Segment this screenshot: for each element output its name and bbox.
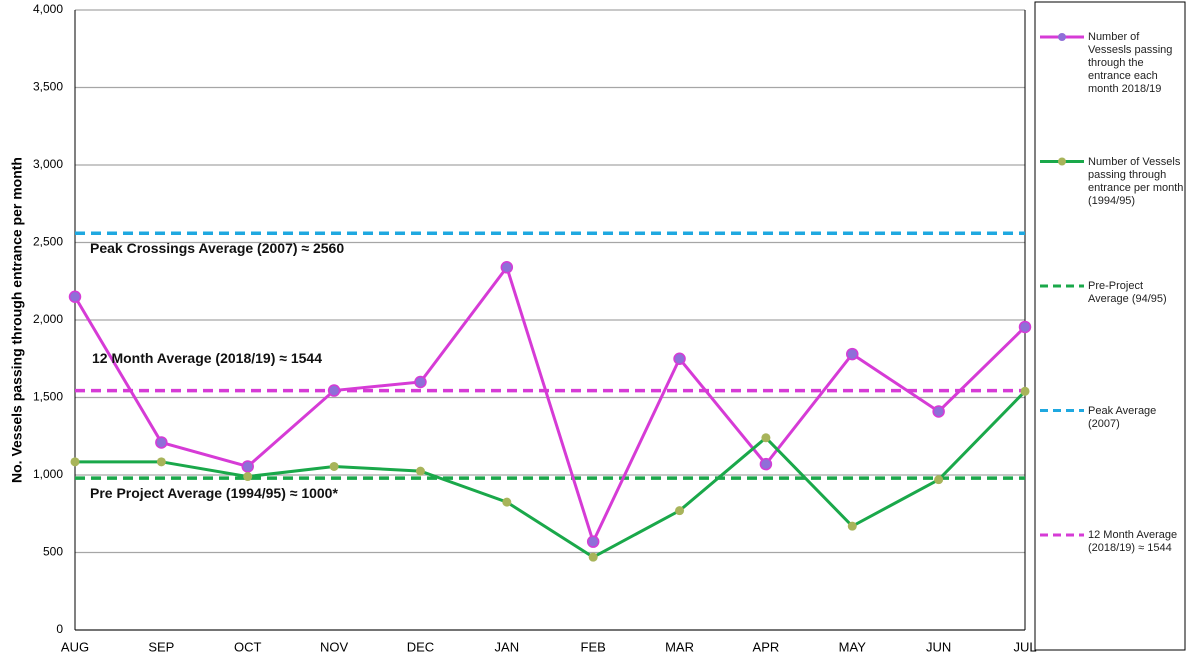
series-marker <box>243 472 253 482</box>
x-tick-label: APR <box>753 639 780 654</box>
y-tick-label: 500 <box>43 545 63 559</box>
legend-label: Pre-Project Average (94/95) <box>1088 280 1167 305</box>
series-marker <box>673 352 686 365</box>
series-marker <box>70 457 80 467</box>
x-tick-label: JUN <box>926 639 951 654</box>
legend-box <box>1034 1 1186 651</box>
legend-label: Number of Vessels passing through entran… <box>1088 155 1184 207</box>
series-marker <box>846 347 859 361</box>
series-marker <box>675 506 685 516</box>
x-tick-label: DEC <box>407 639 434 654</box>
y-tick-label: 2,500 <box>33 235 63 249</box>
annotation: Pre Project Average (1994/95) ≈ 1000* <box>90 485 338 501</box>
series-marker <box>414 375 427 389</box>
y-axis-label: No. Vessels passing through entrance per… <box>9 157 25 483</box>
x-tick-label: MAR <box>665 639 694 654</box>
series-marker <box>847 521 857 531</box>
y-tick-label: 2,000 <box>33 312 63 326</box>
series-marker <box>934 475 944 485</box>
x-tick-label: NOV <box>320 639 349 654</box>
annotation: 12 Month Average (2018/19) ≈ 1544 <box>92 350 322 366</box>
series-marker <box>761 433 771 443</box>
series-marker <box>932 405 945 418</box>
series-marker <box>241 460 254 473</box>
x-tick-label: JAN <box>495 639 520 654</box>
y-tick-label: 0 <box>56 622 63 636</box>
legend-label: 12 Month Average (2018/19) ≈ 1544 <box>1088 529 1178 554</box>
series-marker <box>68 290 82 303</box>
y-tick-label: 3,500 <box>33 80 63 94</box>
legend-label: Number of Vessesls passing through the e… <box>1088 31 1173 95</box>
series-marker <box>502 497 512 507</box>
series-marker <box>329 461 339 471</box>
series-marker <box>759 457 773 471</box>
series-line <box>73 264 1027 546</box>
series-marker <box>1018 320 1032 334</box>
series-marker <box>155 436 168 449</box>
y-tick-label: 1,500 <box>33 390 63 404</box>
x-tick-label: SEP <box>148 639 174 654</box>
series-marker <box>586 535 600 548</box>
y-tick-label: 4,000 <box>33 2 63 16</box>
series-marker <box>1020 386 1030 396</box>
series-marker <box>588 552 598 562</box>
series-marker <box>327 384 341 397</box>
series-marker <box>415 466 425 476</box>
y-tick-label: 1,000 <box>33 467 63 481</box>
series-line <box>75 390 1027 559</box>
legend-marker <box>1058 33 1066 41</box>
y-tick-label: 3,000 <box>33 157 63 171</box>
x-tick-label: MAY <box>839 639 867 654</box>
x-tick-label: OCT <box>234 639 262 654</box>
annotation: Peak Crossings Average (2007) ≈ 2560 <box>90 240 345 256</box>
x-tick-label: JUL <box>1013 639 1036 654</box>
legend-marker <box>1058 157 1066 166</box>
series-marker <box>156 457 166 467</box>
x-tick-label: AUG <box>61 639 89 654</box>
legend-label: Peak Average (2007) <box>1088 404 1157 430</box>
series-marker <box>500 261 514 274</box>
x-tick-label: FEB <box>581 639 606 654</box>
